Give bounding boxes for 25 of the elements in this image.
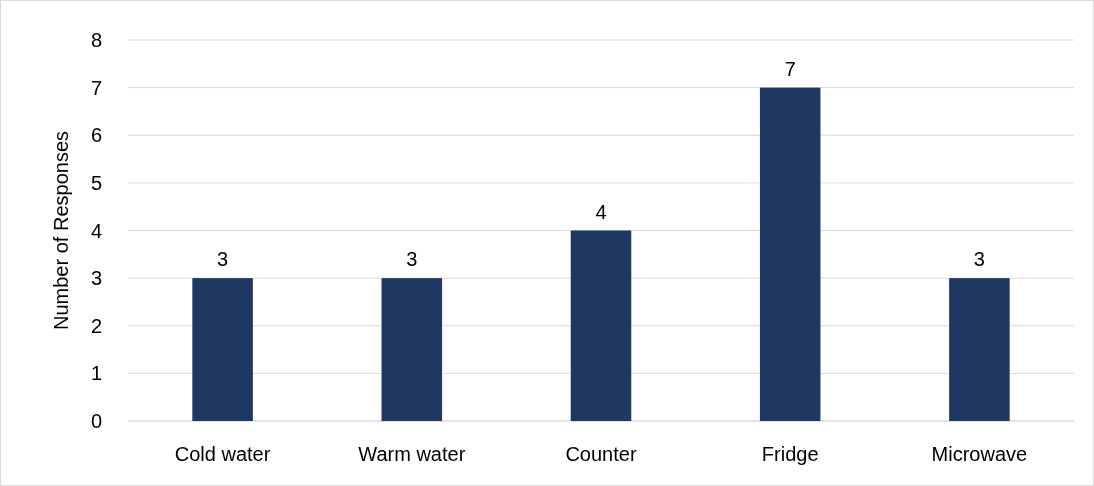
x-tick-label: Warm water [358, 443, 466, 465]
y-tick-label: 4 [90, 219, 102, 242]
data-label: 3 [217, 248, 229, 271]
data-label: 3 [406, 248, 418, 271]
bar [192, 278, 253, 421]
y-tick-label: 2 [90, 314, 102, 337]
bar [381, 278, 443, 421]
bar [759, 87, 821, 421]
bar [949, 278, 1010, 421]
y-tick-label: 0 [90, 410, 102, 432]
y-axis-title: Number of Responses [50, 131, 72, 330]
y-tick-label: 8 [90, 29, 102, 51]
y-tick-label: 1 [90, 362, 102, 385]
y-tick-label: 6 [90, 124, 102, 147]
data-label: 4 [595, 200, 607, 223]
data-label: 3 [973, 248, 985, 271]
y-tick-label: 3 [90, 267, 102, 290]
x-tick-label: Fridge [761, 443, 819, 465]
data-label: 7 [784, 57, 796, 80]
y-tick-label: 7 [90, 76, 102, 99]
x-tick-label: Microwave [931, 443, 1028, 465]
x-tick-label: Cold water [174, 443, 271, 465]
x-tick-label: Counter [565, 443, 637, 465]
y-tick-label: 5 [90, 171, 102, 194]
bar [570, 230, 632, 421]
